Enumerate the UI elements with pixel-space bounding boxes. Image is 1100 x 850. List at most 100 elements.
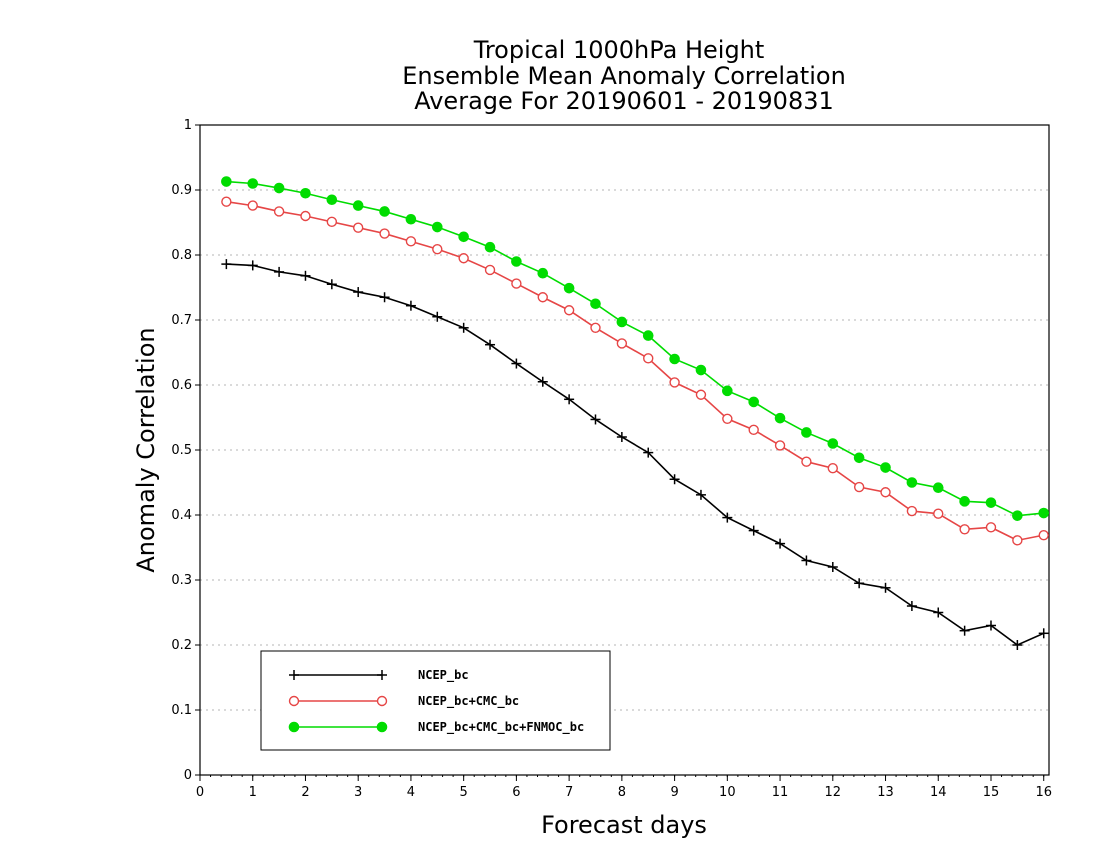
data-point (669, 377, 680, 388)
data-point (801, 427, 812, 438)
data-point (590, 414, 601, 425)
data-point (748, 396, 759, 408)
data-point (537, 376, 548, 387)
legend-label: NCEP_bc+CMC_bc (418, 694, 519, 709)
data-point (563, 282, 575, 294)
data-point (432, 311, 443, 322)
data-point (880, 582, 891, 593)
data-point (300, 210, 311, 222)
chart-title-line-2: Ensemble Mean Anomaly Correlation (402, 62, 846, 90)
y-tick-label: 0.7 (171, 313, 192, 328)
legend-item: NCEP_bc+CMC_bc (288, 694, 519, 709)
data-point (352, 200, 364, 211)
data-point (906, 505, 918, 517)
data-point (273, 206, 285, 217)
x-tick-label: 4 (407, 785, 415, 800)
data-point (616, 432, 627, 442)
legend-label: NCEP_bc+CMC_bc+FNMOC_bc (418, 720, 584, 735)
data-point (854, 578, 865, 589)
data-point (722, 512, 733, 523)
x-tick-label: 5 (460, 785, 468, 800)
data-point (774, 440, 786, 451)
chart-title-line-1: Tropical 1000hPa Height (473, 36, 765, 64)
data-point (959, 524, 970, 535)
legend-label: NCEP_bc (418, 668, 469, 683)
data-point (695, 364, 707, 376)
data-point (511, 278, 522, 289)
data-point (273, 182, 285, 194)
data-point (458, 253, 469, 264)
data-point (458, 322, 469, 333)
data-point (748, 525, 759, 536)
series-line (226, 200, 1044, 542)
data-point (564, 394, 575, 405)
y-axis-label: Anomaly Correlation (132, 327, 160, 572)
data-point (853, 481, 865, 493)
data-point (880, 462, 891, 473)
data-point (247, 200, 258, 211)
data-point (221, 196, 232, 207)
data-point (722, 413, 733, 424)
data-point (669, 353, 680, 365)
data-point (906, 477, 918, 488)
data-point (933, 607, 944, 618)
series-layer (221, 176, 1050, 650)
y-tick-label: 0.5 (171, 443, 192, 458)
data-point (511, 358, 522, 369)
data-point (774, 412, 786, 424)
data-point (484, 241, 496, 253)
data-point (221, 259, 232, 270)
x-tick-label: 3 (354, 785, 362, 800)
legend-marker (289, 670, 299, 680)
data-point (775, 538, 786, 549)
legend-marker (376, 695, 388, 707)
data-point (932, 482, 944, 494)
data-point (1038, 529, 1049, 541)
data-point (537, 267, 549, 279)
x-axis-label: Forecast days (541, 811, 707, 839)
data-point (801, 555, 812, 566)
data-point (326, 194, 338, 206)
y-tick-label: 0.2 (171, 638, 192, 653)
gridlines (200, 189, 1049, 711)
data-point (933, 508, 944, 519)
legend-item: NCEP_bc (289, 668, 469, 683)
data-point (431, 221, 443, 233)
data-point (537, 292, 548, 303)
data-point (300, 270, 311, 281)
data-point (1012, 535, 1023, 546)
data-point (458, 231, 469, 243)
data-point (695, 489, 706, 500)
data-point (405, 236, 417, 247)
data-point (985, 522, 997, 533)
data-point (379, 228, 390, 239)
data-point (563, 305, 575, 316)
data-point (247, 178, 259, 189)
series-NCEP_bc+CMC_bc+FNMOC_bc (221, 176, 1050, 521)
data-point (801, 456, 812, 467)
data-point (827, 438, 839, 449)
x-tick-label: 2 (301, 785, 309, 800)
y-tick-label: 0.1 (171, 703, 192, 718)
data-point (853, 452, 865, 464)
data-point (906, 601, 917, 611)
data-point (616, 316, 628, 328)
y-tick-label: 0.3 (171, 573, 192, 588)
data-point (959, 496, 970, 507)
data-point (247, 260, 258, 271)
data-point (880, 487, 891, 498)
data-point (1038, 507, 1050, 519)
data-point (695, 389, 707, 400)
data-point (405, 300, 416, 311)
x-tick-label: 11 (772, 785, 789, 800)
series-NCEP_bc+CMC_bc (221, 196, 1049, 546)
data-point (748, 424, 759, 436)
legend-item: NCEP_bc+CMC_bc+FNMOC_bc (288, 720, 584, 735)
x-tick-label: 9 (670, 785, 678, 800)
data-point (484, 264, 496, 276)
y-tick-label: 0 (184, 768, 192, 783)
x-tick-label: 7 (565, 785, 573, 800)
x-tick-label: 12 (825, 785, 842, 800)
legend-marker (288, 695, 300, 707)
